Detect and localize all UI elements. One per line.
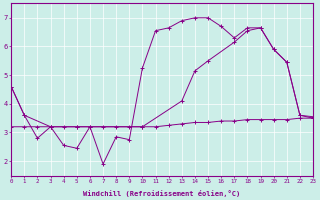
X-axis label: Windchill (Refroidissement éolien,°C): Windchill (Refroidissement éolien,°C) [84, 190, 241, 197]
